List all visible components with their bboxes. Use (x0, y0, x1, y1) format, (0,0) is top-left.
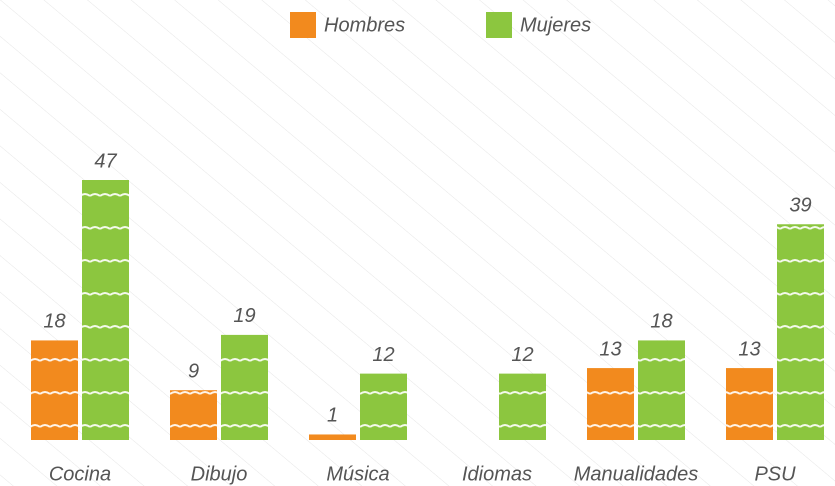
bar-texture (777, 224, 824, 440)
bar-texture (170, 390, 217, 440)
bar-texture (499, 373, 546, 440)
legend-label: Mujeres (520, 14, 591, 36)
value-label: 39 (789, 195, 811, 217)
value-label: 9 (188, 360, 199, 382)
legend-swatch (290, 12, 316, 38)
value-label: 47 (94, 150, 117, 172)
bar-texture (309, 434, 356, 440)
bar-texture (726, 368, 773, 440)
legend-label: Hombres (324, 14, 405, 36)
value-label: 18 (43, 311, 65, 333)
x-tick-label: Dibujo (191, 463, 248, 485)
value-label: 1 (327, 405, 338, 427)
value-label: 13 (599, 338, 621, 360)
value-label: 18 (650, 311, 672, 333)
bar-texture (587, 368, 634, 440)
x-tick-label: Cocina (49, 463, 111, 485)
x-tick-label: Idiomas (462, 463, 532, 485)
value-label: 12 (511, 344, 533, 366)
bar-texture (31, 340, 78, 440)
x-tick-label: Manualidades (574, 463, 699, 485)
value-label: 19 (233, 305, 255, 327)
value-label: 12 (372, 344, 394, 366)
bar-texture (221, 334, 268, 440)
legend-swatch (486, 12, 512, 38)
x-tick-label: PSU (754, 463, 796, 485)
bar-texture (638, 340, 685, 440)
x-tick-label: Música (326, 463, 389, 485)
value-label: 13 (738, 338, 760, 360)
bar-texture (360, 373, 407, 440)
bar-texture (82, 180, 129, 440)
